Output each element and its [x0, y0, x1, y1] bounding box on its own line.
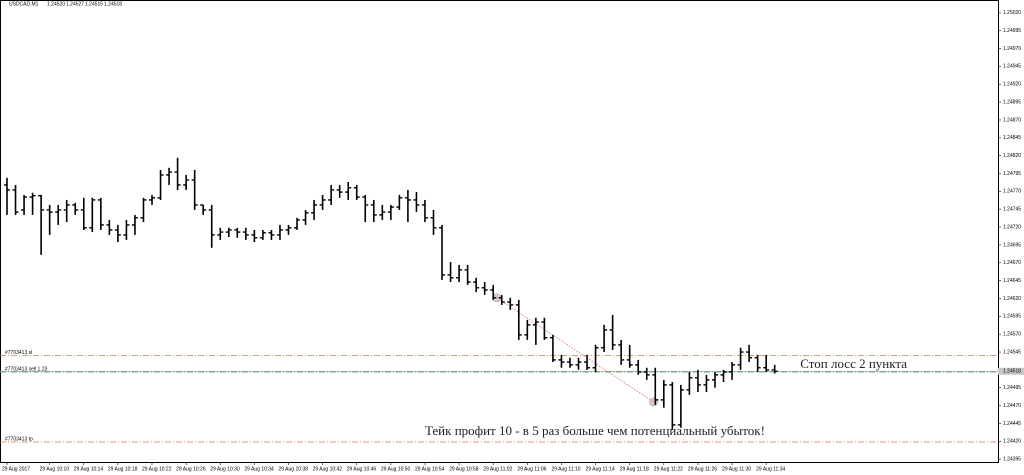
y-tick-label: 1.24670 [1003, 260, 1021, 266]
y-tick-label: 1.24870 [1003, 117, 1021, 123]
x-tick-label: 29 Aug 10:38 [278, 466, 308, 472]
y-tick-label: 1.24695 [1003, 242, 1021, 248]
x-tick-label: 29 Aug 11:02 [483, 466, 512, 472]
y-tick-label: 1.24595 [1003, 314, 1021, 320]
y-tick-label: 1.24620 [1003, 296, 1021, 302]
x-tick-label: 29 Aug 10:18 [108, 466, 138, 472]
x-tick-label: 29 Aug 10:30 [210, 466, 240, 472]
y-tick-label: 1.24495 [1003, 385, 1021, 391]
y-tick-label: 1.24970 [1003, 46, 1021, 52]
y-tick-label: 1.24445 [1003, 421, 1021, 427]
y-tick-label: 1.24645 [1003, 278, 1021, 284]
x-tick-label: 29 Aug 11:22 [654, 466, 683, 472]
x-tick-label: 29 Aug 10:26 [176, 466, 206, 472]
y-tick-label: 1.24745 [1003, 207, 1021, 213]
symbol: USDCAD,M1 [9, 1, 39, 7]
y-tick-label: 1.24770 [1003, 189, 1021, 195]
x-tick-label: 29 Aug 10:46 [347, 466, 377, 472]
x-tick-label: 29 Aug 10:14 [74, 466, 104, 472]
y-tick-label: 1.24570 [1003, 332, 1021, 338]
y-tick-label: 1.24895 [1003, 99, 1021, 105]
y-tick-label: 1.24545 [1003, 349, 1021, 355]
x-tick-label: 29 Aug 11:26 [688, 466, 717, 472]
order-label: #7703413 sell 1.23 [5, 366, 47, 372]
header-close: 1.24518 [104, 1, 122, 7]
x-tick-label: 29 Aug 10:42 [313, 466, 343, 472]
y-tick-label: 1.24945 [1003, 64, 1021, 70]
y-tick-label: 1.24720 [1003, 224, 1021, 230]
x-tick-label: 29 Aug 10:22 [142, 466, 172, 472]
y-tick-label: 1.24420 [1003, 439, 1021, 445]
x-tick-label: 29 Aug 2017 [2, 466, 30, 472]
current-price-box [998, 367, 1024, 375]
header-high: 1.24527 [66, 1, 84, 7]
x-tick-label: 29 Aug 11:14 [586, 466, 615, 472]
y-tick-label: 1.25020 [1003, 10, 1021, 16]
x-tick-label: 29 Aug 10:10 [40, 466, 70, 472]
x-tick-label: 29 Aug 10:50 [381, 466, 411, 472]
x-tick-label: 29 Aug 11:10 [551, 466, 580, 472]
y-tick-label: 1.24920 [1003, 82, 1021, 88]
y-tick-label: 1.24470 [1003, 403, 1021, 409]
order-label: #7703413 tp [5, 436, 33, 442]
x-tick-label: 29 Aug 11:34 [756, 466, 785, 472]
plot-frame [0, 0, 999, 463]
y-tick-label: 1.24395 [1003, 456, 1021, 462]
trade-line [496, 297, 654, 403]
x-tick-label: 29 Aug 10:58 [449, 466, 479, 472]
annotation: Стоп лосс 2 пункта [800, 356, 907, 371]
header-open: 1.24520 [47, 1, 65, 7]
annotation: Тейк профит 10 - в 5 раз больше чем поте… [425, 423, 765, 438]
y-tick-label: 1.24995 [1003, 28, 1021, 34]
y-tick-label: 1.24795 [1003, 171, 1021, 177]
current-price-label: 1.24518 [1003, 369, 1021, 375]
x-tick-label: 29 Aug 11:18 [620, 466, 649, 472]
order-label: #7703413 sl [5, 350, 32, 356]
x-tick-label: 29 Aug 11:30 [722, 466, 751, 472]
header-low: 1.24515 [85, 1, 103, 7]
x-tick-label: 29 Aug 10:34 [244, 466, 274, 472]
x-tick-label: 29 Aug 11:06 [517, 466, 546, 472]
x-tick-label: 29 Aug 10:54 [415, 466, 445, 472]
y-tick-label: 1.24820 [1003, 153, 1021, 159]
y-tick-label: 1.24845 [1003, 135, 1021, 141]
